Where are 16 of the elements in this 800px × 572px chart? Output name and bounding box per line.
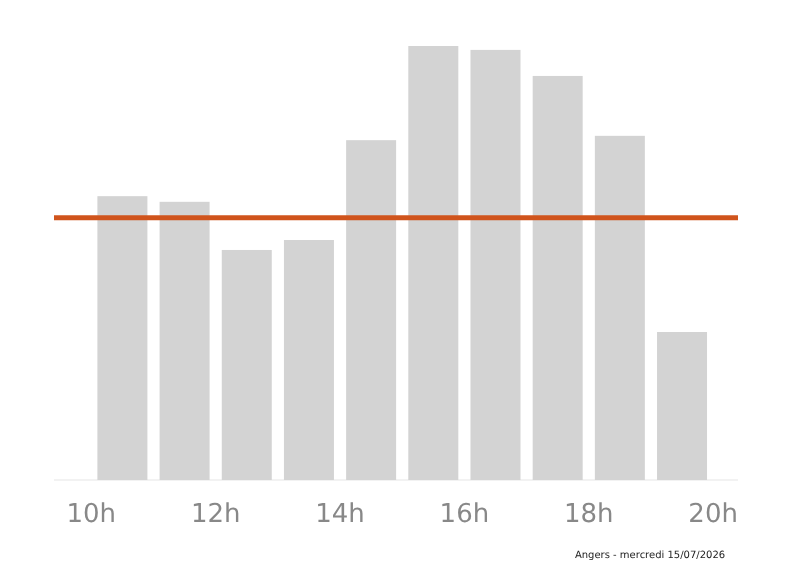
bar	[657, 332, 708, 480]
x-tick-label: 20h	[688, 500, 738, 530]
bar	[283, 240, 334, 480]
bar	[159, 201, 210, 480]
x-tick-label: 10h	[66, 500, 117, 530]
x-tick-label: 14h	[315, 500, 365, 530]
bar	[221, 249, 272, 480]
bar	[346, 140, 397, 480]
bar	[470, 49, 521, 480]
x-tick-label: 16h	[439, 500, 490, 530]
bar	[594, 135, 645, 480]
bar	[408, 46, 459, 480]
x-tick-label: 18h	[563, 500, 614, 530]
bar	[532, 75, 583, 480]
bar	[97, 196, 148, 480]
x-tick-label: 12h	[190, 500, 241, 530]
